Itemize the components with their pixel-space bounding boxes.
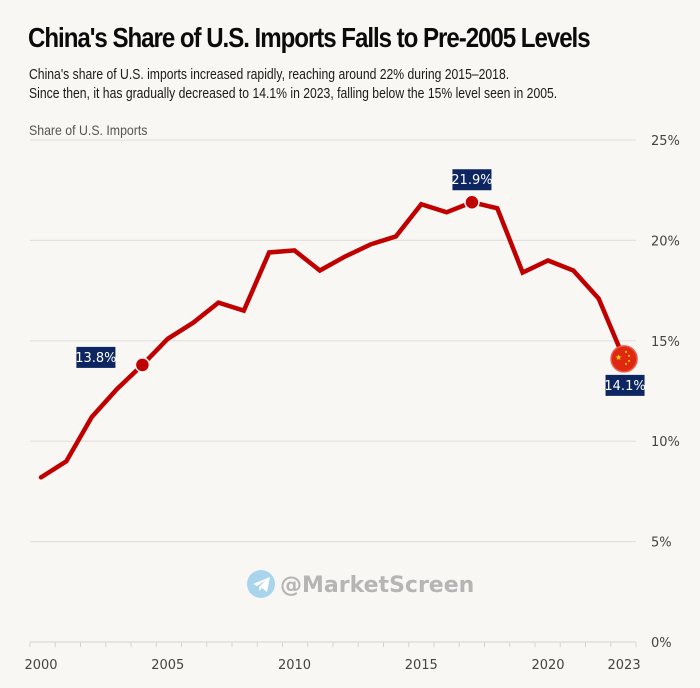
annotation-label-box <box>605 374 645 396</box>
annotation-dot <box>134 357 151 373</box>
telegram-icon <box>247 570 275 598</box>
x-tick-label: 2010 <box>278 658 311 673</box>
annotation-label-box <box>452 169 492 191</box>
x-tick-label: 2023 <box>608 658 641 673</box>
annotation: 21.9% <box>451 169 493 210</box>
y-tick-label: 25% <box>651 134 680 149</box>
subtitle-line-1: China's share of U.S. imports increased … <box>29 67 510 83</box>
chart-subtitle: China's share of U.S. imports increased … <box>29 66 557 104</box>
chart-title: China's Share of U.S. Imports Falls to P… <box>28 22 591 53</box>
y-tick-label: 10% <box>651 435 680 450</box>
annotation: 13.8% <box>75 346 151 373</box>
annotation-label-box <box>76 346 116 368</box>
subtitle-line-2: Since then, it has gradually decreased t… <box>29 86 558 102</box>
x-tick-label: 2005 <box>151 658 184 673</box>
watermark: @MarketScreen <box>247 570 474 598</box>
y-tick-label: 15% <box>651 335 680 350</box>
x-tick-label: 2020 <box>531 658 564 673</box>
annotations: 13.8% 21.9% ★ 14.1% <box>75 169 646 396</box>
china-flag-icon: ★ <box>610 345 638 373</box>
flag-star-small <box>628 359 631 362</box>
y-tick-label: 0% <box>651 636 672 651</box>
x-axis: 2000 2005 2010 2015 2020 2023 <box>24 641 641 673</box>
y-tick-label: 5% <box>651 536 672 551</box>
annotation-dot <box>464 194 480 210</box>
annotation: ★ 14.1% <box>604 345 646 396</box>
y-tick-label: 20% <box>651 234 680 249</box>
series <box>38 199 627 480</box>
gridlines <box>30 139 636 543</box>
x-tick-label: 2000 <box>24 658 57 673</box>
watermark-text: @MarketScreen <box>280 573 474 598</box>
annotation-label: 14.1% <box>604 379 645 394</box>
y-tick-labels: 0% 5% 10% 15% 20% 25% <box>651 134 680 651</box>
flag-star-small <box>625 362 628 365</box>
series-line <box>38 199 627 480</box>
flag-star-small <box>625 350 628 353</box>
annotation-label: 13.8% <box>75 351 116 366</box>
x-tick-label: 2015 <box>405 658 438 673</box>
flag-star-large: ★ <box>615 353 622 362</box>
flag-circle <box>610 345 638 373</box>
annotation-label: 21.9% <box>451 173 492 188</box>
flag-star-small <box>628 354 631 357</box>
y-axis-title: Share of U.S. Imports <box>29 122 148 138</box>
